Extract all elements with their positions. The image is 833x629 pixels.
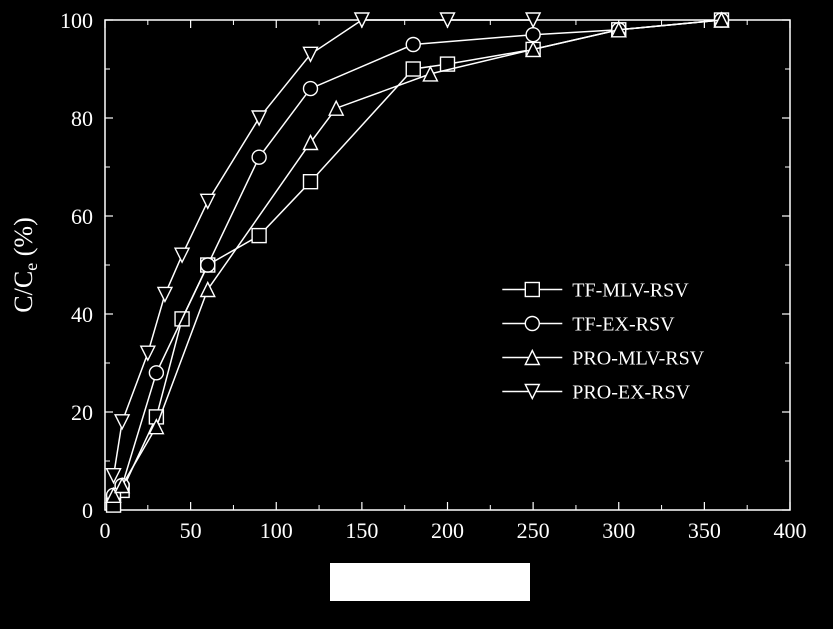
svg-text:80: 80: [71, 106, 93, 131]
svg-text:60: 60: [71, 204, 93, 229]
svg-text:0: 0: [82, 498, 93, 523]
svg-text:250: 250: [517, 518, 550, 543]
svg-text:20: 20: [71, 400, 93, 425]
svg-text:100: 100: [260, 518, 293, 543]
legend-label: TF-MLV-RSV: [572, 280, 689, 302]
legend-label: TF-EX-RSV: [572, 314, 675, 336]
svg-text:150: 150: [345, 518, 378, 543]
svg-text:200: 200: [431, 518, 464, 543]
legend-label: PRO-MLV-RSV: [572, 348, 704, 370]
svg-text:100: 100: [60, 8, 93, 33]
legend-label: PRO-EX-RSV: [572, 382, 690, 404]
chart-svg: 050100150200250300350400020406080100C/Ce…: [0, 0, 833, 629]
svg-text:350: 350: [688, 518, 721, 543]
svg-text:40: 40: [71, 302, 93, 327]
svg-text:50: 50: [180, 518, 202, 543]
svg-text:0: 0: [100, 518, 111, 543]
release-profile-chart: 050100150200250300350400020406080100C/Ce…: [0, 0, 833, 629]
svg-text:400: 400: [774, 518, 807, 543]
svg-text:300: 300: [602, 518, 635, 543]
